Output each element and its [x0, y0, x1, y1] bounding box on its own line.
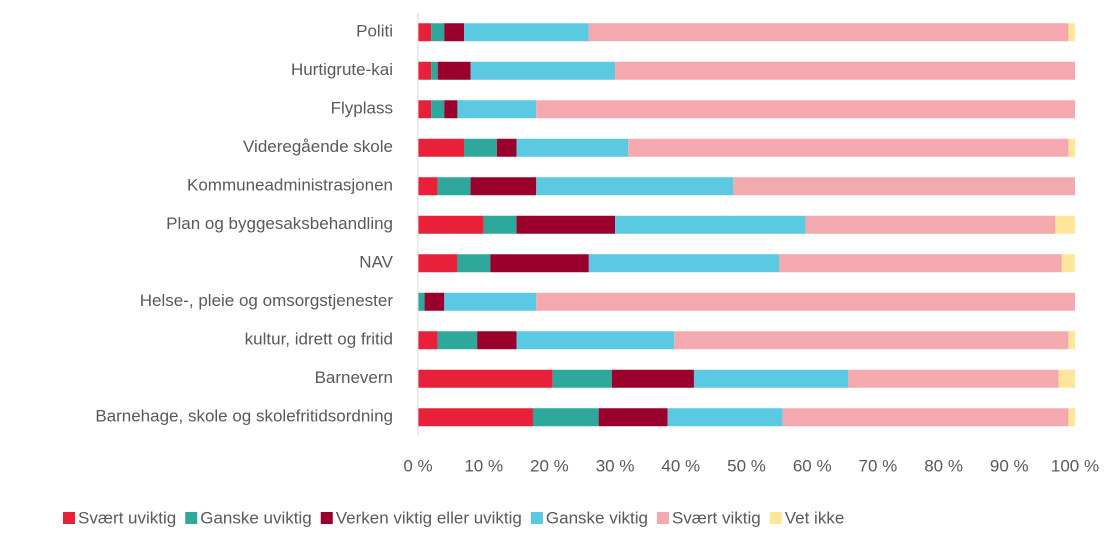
bar-segment: [552, 369, 612, 388]
bar-segment: [418, 369, 553, 388]
bar-segment: [437, 177, 471, 196]
bar-segment: [418, 292, 425, 311]
bar-segment: [588, 23, 1069, 42]
bar-segment: [516, 331, 675, 350]
y-tick-label: Barnehage, skole og skolefritidsordning: [95, 407, 393, 426]
bar-segment: [667, 408, 783, 427]
bar-segment: [1068, 408, 1075, 427]
x-tick-label: 80 %: [924, 456, 963, 475]
bar-segment: [431, 23, 445, 42]
y-tick-label: Kommuneadministrasjonen: [187, 176, 393, 195]
bar-segment: [444, 292, 537, 311]
bar-segment: [536, 292, 1075, 311]
x-tick-label: 90 %: [990, 456, 1029, 475]
y-tick-label: kultur, idrett og fritid: [245, 330, 393, 349]
bar-segment: [536, 177, 734, 196]
bar-segment: [431, 100, 445, 119]
bar-segment: [463, 138, 497, 157]
x-tick-label: 20 %: [530, 456, 569, 475]
bar-segment: [1061, 254, 1075, 273]
legend-swatch: [530, 512, 543, 524]
bar-segment: [418, 254, 458, 273]
legend-swatch: [63, 512, 75, 524]
bar-segment: [611, 369, 694, 388]
bar-segment: [418, 215, 484, 234]
bar-segment: [516, 215, 616, 234]
x-tick-label: 30 %: [596, 456, 635, 475]
bar-segment: [483, 215, 517, 234]
bar-segment: [598, 408, 668, 427]
x-tick-label: 40 %: [661, 456, 700, 475]
bar-segment: [1058, 369, 1075, 388]
y-tick-label: Barnevern: [315, 368, 393, 387]
legend-label: Svært uviktig: [78, 508, 176, 527]
bar-segment: [418, 100, 432, 119]
bar-segment: [457, 100, 537, 119]
y-tick-label: Flyplass: [331, 99, 393, 118]
bar-segment: [477, 331, 517, 350]
bar-segment: [782, 408, 1069, 427]
bar-segment: [431, 61, 438, 80]
bar-segment: [437, 331, 478, 350]
legend-label: Ganske uviktig: [200, 508, 312, 527]
x-tick-label: 50 %: [727, 456, 766, 475]
legend-swatch: [185, 512, 198, 524]
legend-label: Svært viktig: [672, 508, 761, 527]
bar-segment: [418, 23, 432, 42]
bar-segment: [424, 292, 445, 311]
legend-swatch: [769, 512, 782, 524]
x-tick-label: 60 %: [793, 456, 832, 475]
bar-segment: [470, 177, 537, 196]
y-tick-label: Politi: [356, 22, 393, 41]
bar-segment: [437, 61, 471, 80]
bar-segment: [444, 100, 458, 119]
bar-segment: [463, 23, 589, 42]
legend-label: Vet ikke: [785, 508, 845, 527]
bar-segment: [628, 138, 1069, 157]
x-tick-label: 10 %: [464, 456, 503, 475]
bar-segment: [805, 215, 1056, 234]
bar-segment: [418, 177, 438, 196]
bar-segment: [496, 138, 517, 157]
bar-segment: [418, 138, 464, 157]
y-tick-label: Hurtigrute-kai: [291, 60, 393, 79]
bar-segment: [1068, 331, 1075, 350]
bar-segment: [615, 215, 806, 234]
bar-segment: [457, 254, 491, 273]
y-tick-label: Plan og byggesaksbehandling: [166, 214, 393, 233]
bar-segment: [848, 369, 1059, 388]
legend-swatch: [320, 512, 333, 524]
legend-swatch: [656, 512, 669, 524]
bar-segment: [1055, 215, 1075, 234]
bar-segment: [536, 100, 1075, 119]
x-tick-label: 70 %: [859, 456, 898, 475]
bar-segment: [418, 331, 438, 350]
bar-segment: [516, 138, 629, 157]
x-tick-label: 100 %: [1051, 456, 1099, 475]
bar-segment: [693, 369, 849, 388]
bar-segment: [418, 61, 432, 80]
bar-segment: [1068, 23, 1075, 42]
x-tick-label: 0 %: [403, 456, 432, 475]
bar-segment: [733, 177, 1075, 196]
bar-segment: [532, 408, 599, 427]
bar-segment: [588, 254, 780, 273]
bar-segment: [779, 254, 1062, 273]
y-tick-label: Helse-, pleie og omsorgstjenester: [140, 291, 394, 310]
y-tick-label: Videregående skole: [243, 137, 393, 156]
bar-segment: [490, 254, 589, 273]
bar-segment: [1068, 138, 1075, 157]
bar-segment: [615, 61, 1075, 80]
bar-segment: [674, 331, 1069, 350]
bar-segment: [470, 61, 616, 80]
bar-segment: [418, 408, 533, 427]
bar-segment: [444, 23, 464, 42]
legend-label: Verken viktig eller uviktig: [336, 508, 522, 527]
y-tick-label: NAV: [359, 253, 393, 272]
legend-label: Ganske viktig: [546, 508, 648, 527]
